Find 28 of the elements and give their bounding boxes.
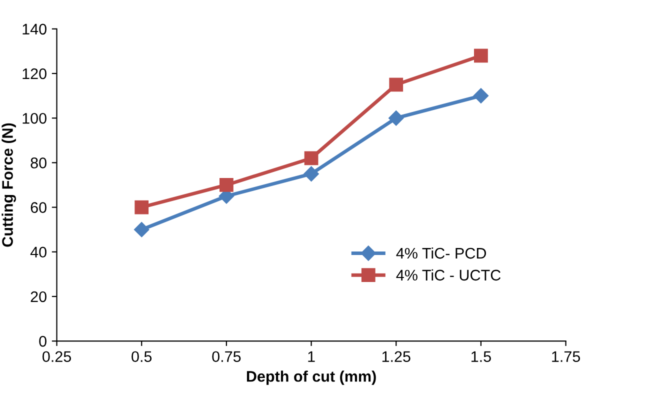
y-tick-label: 80 — [30, 158, 46, 168]
x-axis-title: Depth of cut (mm) — [246, 370, 376, 385]
legend-label: 4% TiC - UCTC — [396, 269, 501, 281]
x-tick-label: 0.75 — [212, 351, 241, 362]
y-tick-label: 60 — [30, 202, 46, 213]
point — [220, 178, 234, 192]
point — [304, 151, 318, 166]
y-tick-label: 20 — [30, 291, 46, 302]
y-tick-label: 100 — [22, 112, 46, 124]
point — [134, 222, 150, 238]
point — [134, 200, 149, 214]
y-tick-label: 120 — [22, 68, 46, 80]
x-tick-label: 1 — [308, 351, 315, 362]
y-tick-label: 40 — [30, 246, 46, 258]
point — [473, 88, 489, 104]
x-tick-label: 0.25 — [42, 351, 72, 362]
legend-label: 4% TiC- PCD — [396, 247, 486, 259]
y-tick-label: 140 — [22, 24, 46, 35]
x-tick-label: 1.75 — [552, 351, 580, 362]
point — [304, 166, 319, 182]
point — [389, 78, 404, 92]
y-axis-title: Cutting Force (N) — [2, 123, 16, 247]
x-tick-label: 1.25 — [382, 351, 410, 362]
point — [388, 110, 404, 126]
x-tick-label: 0.5 — [132, 351, 152, 362]
x-tick-label: 1.5 — [472, 351, 491, 362]
y-tick-label: 0 — [39, 336, 46, 347]
point — [474, 48, 488, 63]
